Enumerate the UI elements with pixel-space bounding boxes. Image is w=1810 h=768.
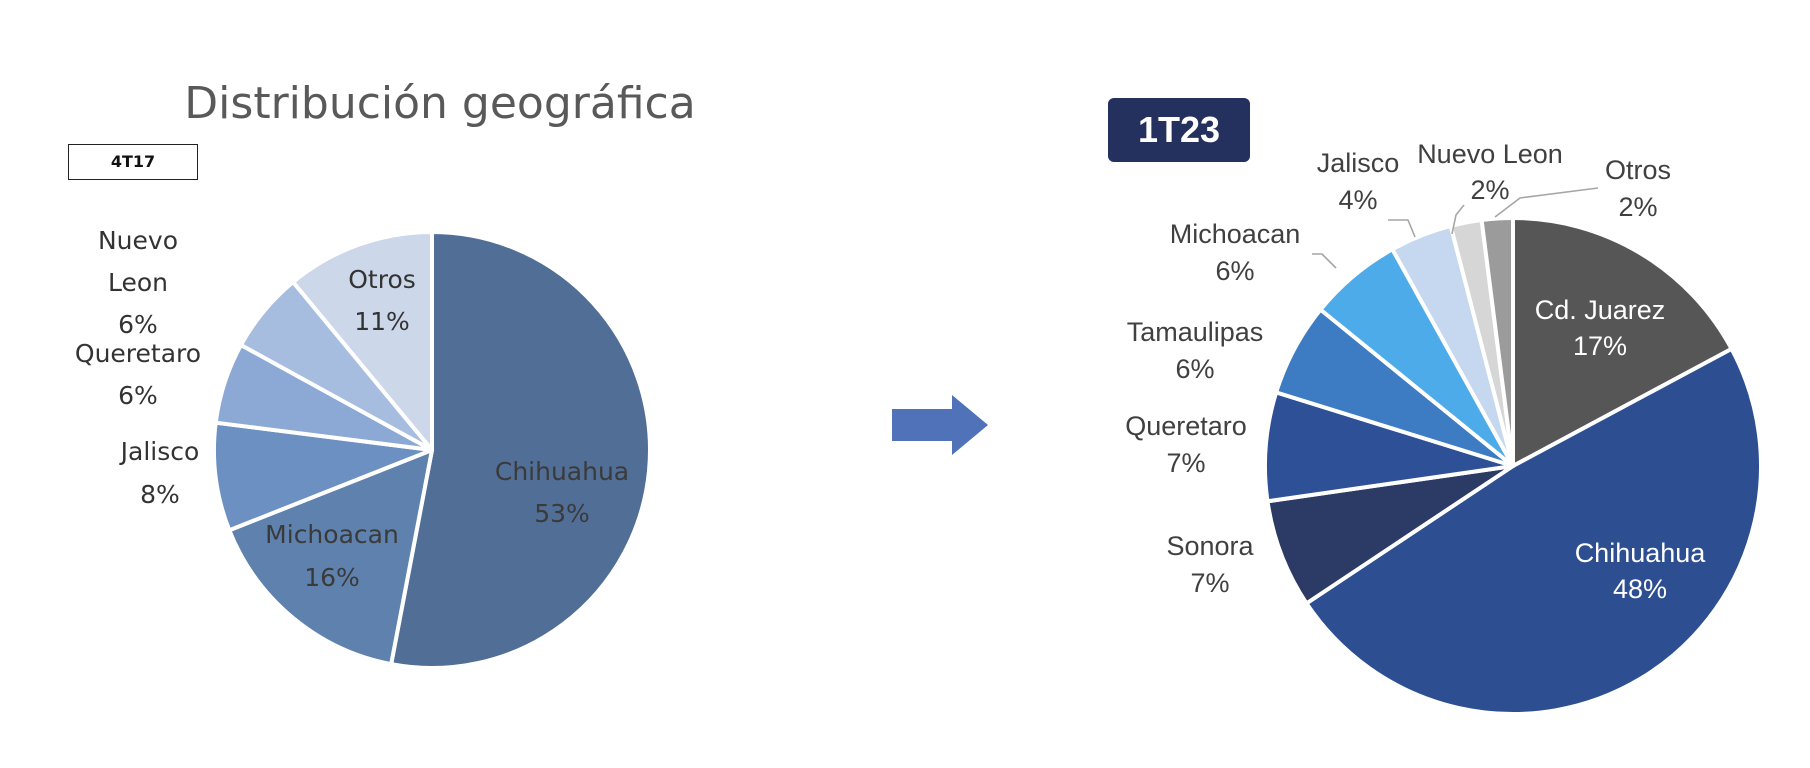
slice-label-nuevo-leon: Nuevo Leon <box>98 226 178 297</box>
slice-label-otros: Otros <box>348 265 416 294</box>
slice-label-sonora: Sonora <box>1166 531 1254 561</box>
pie-slice-cd-juarez <box>1511 216 1734 468</box>
slice-value-otros: 2% <box>1618 192 1657 222</box>
slice-value-michoacan: 16% <box>304 563 360 592</box>
slice-value-queretaro: 6% <box>118 381 158 410</box>
slice-value-nuevo-leon: 2% <box>1470 175 1509 205</box>
slice-label-michoacan: Michoacan <box>265 520 399 549</box>
leader-line-nuevo-leon <box>1451 204 1465 235</box>
slice-label-chihuahua: Chihuahua <box>1575 538 1707 568</box>
pie-slice-michoacan <box>227 448 434 667</box>
pie-chart-4t17: Chihuahua 53% Michoacan 16% Jalisco 8% Quereta… <box>75 226 652 670</box>
pie-slice-otros <box>1479 216 1515 468</box>
slice-label-queretaro: Queretaro <box>75 339 201 368</box>
slice-value-jalisco: 4% <box>1338 185 1377 215</box>
slice-value-chihuahua: 53% <box>534 499 590 528</box>
period-label-4t17: 4T17 <box>68 144 198 180</box>
pie-slice-chihuahua <box>389 230 652 670</box>
slice-label-cd-juarez: Cd. Juarez <box>1535 295 1666 325</box>
slice-value-tamaulipas: 6% <box>1175 354 1214 384</box>
page-title: Distribución geográfica <box>184 78 696 129</box>
slice-value-cd-juarez: 17% <box>1573 331 1627 361</box>
pie-slice-otros <box>291 230 434 452</box>
slice-label-jalisco: Jalisco <box>1317 148 1400 178</box>
slice-label-michoacan: Michoacan <box>1170 219 1301 249</box>
slice-label-queretaro: Queretaro <box>1125 411 1247 441</box>
slice-label-otros: Otros <box>1605 155 1671 185</box>
right-arrow-shape <box>892 395 988 455</box>
pie-slice-sonora <box>1265 464 1515 606</box>
slice-value-queretaro: 7% <box>1166 448 1205 478</box>
slice-value-michoacan: 6% <box>1215 256 1254 286</box>
slice-label-nuevo-leon: Nuevo Leon <box>1417 139 1563 169</box>
period-badge-1t23: 1T23 <box>1108 98 1250 162</box>
leader-line-michoacan <box>1312 253 1337 269</box>
leader-line-otros <box>1494 187 1599 218</box>
pie-slice-jalisco <box>212 420 434 533</box>
leader-line-jalisco <box>1388 219 1416 238</box>
slice-value-nuevo-leon: 6% <box>118 310 158 339</box>
right-arrow-icon <box>892 395 988 455</box>
slice-value-chihuahua: 48% <box>1613 574 1667 604</box>
slice-value-jalisco: 8% <box>140 480 180 509</box>
pie-chart-1t23: Cd. Juarez 17% Chihuahua 48% Sonora 7% Quereta… <box>1125 139 1763 716</box>
pie-slice-chihuahua <box>1304 346 1763 716</box>
pie-slice-queretaro <box>1262 390 1515 504</box>
slice-label-tamaulipas: Tamaulipas <box>1127 317 1264 347</box>
slice-value-otros: 11% <box>354 307 410 336</box>
slice-label-chihuahua: Chihuahua <box>495 457 629 486</box>
slice-value-sonora: 7% <box>1190 568 1229 598</box>
slice-label-jalisco: Jalisco <box>119 437 200 466</box>
